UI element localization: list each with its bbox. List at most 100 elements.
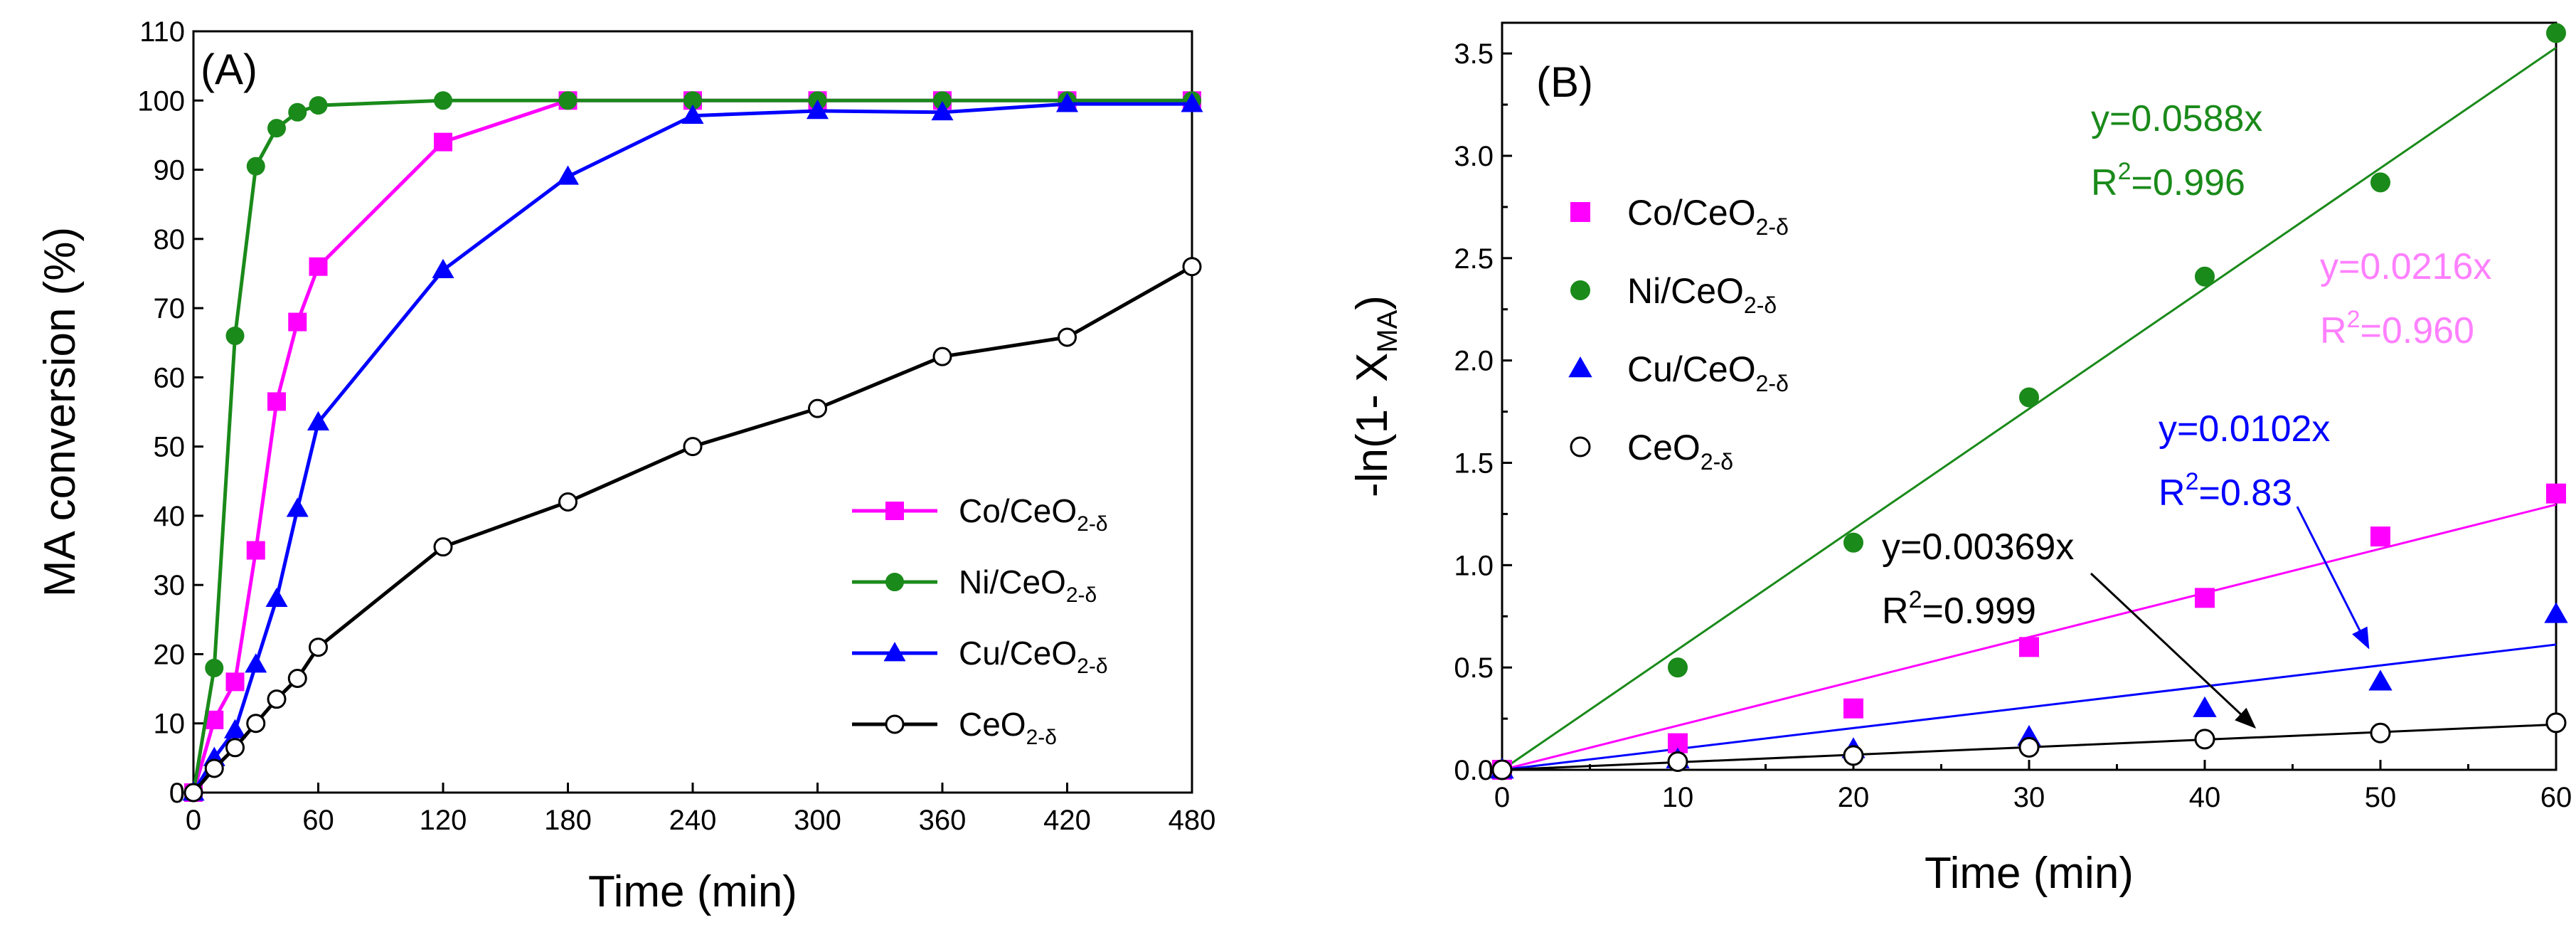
data-point xyxy=(2370,526,2390,547)
x-tick-label: 240 xyxy=(669,805,717,836)
data-point xyxy=(558,91,578,110)
data-point xyxy=(288,312,307,332)
legend-entry: CeO2-δ xyxy=(1627,428,1733,475)
fit-r-squared-value: =0.960 xyxy=(2360,310,2474,351)
fit-r-squared-exponent: 2 xyxy=(1909,586,1922,613)
data-point xyxy=(1668,657,1688,678)
data-point xyxy=(433,537,453,557)
data-point xyxy=(265,587,288,607)
data-point xyxy=(1181,92,1203,112)
y-tick-label: 0.0 xyxy=(1454,755,1494,786)
x-axis-label: Time (min) xyxy=(1925,849,2134,898)
data-point xyxy=(2546,23,2566,43)
x-tick-label: 120 xyxy=(420,805,467,836)
series-line xyxy=(192,265,1193,794)
x-tick-label: 60 xyxy=(302,805,334,836)
legend-entry: Ni/CeO2-δ xyxy=(959,563,1097,607)
legend-marker xyxy=(883,642,906,662)
data-point xyxy=(2546,483,2566,504)
chart-panel-a: 0 60 120 180 240 300 360 420 480 0 10 20 30 40 50 60 70 8… xyxy=(36,16,1215,916)
fit-r-squared: R2=0.996 xyxy=(2091,158,2245,203)
data-point xyxy=(806,100,829,120)
data-point xyxy=(1843,698,1863,719)
y-axis-label-suffix: ) xyxy=(1348,295,1397,310)
legend-marker xyxy=(885,573,904,591)
x-axis-label: Time (min) xyxy=(588,867,797,916)
legend-entry-subscript: 2-δ xyxy=(1077,655,1107,678)
legend-marker xyxy=(1570,436,1591,457)
data-point xyxy=(225,738,245,758)
data-point xyxy=(432,258,454,278)
legend-entry: Co/CeO2-δ xyxy=(1627,193,1789,240)
x-tick-label: 0 xyxy=(1494,782,1510,813)
y-axis-label: MA conversion (%) xyxy=(36,227,85,597)
x-tick-label: 180 xyxy=(544,805,592,836)
data-point xyxy=(267,689,287,709)
series-line xyxy=(191,98,1192,793)
data-point xyxy=(286,497,309,517)
data-point xyxy=(307,411,330,430)
panel-label: (B) xyxy=(1536,58,1593,106)
data-point xyxy=(808,398,827,418)
data-point xyxy=(2545,712,2567,734)
legend-entry-name: Ni/CeO xyxy=(1627,271,1744,311)
legend-entry-subscript: 2-δ xyxy=(1701,449,1733,475)
y-tick-label: 90 xyxy=(154,155,186,186)
y-tick-label: 100 xyxy=(137,85,185,117)
legend-entry-subscript: 2-δ xyxy=(1026,726,1057,749)
y-axis-label-text: -ln(1- X xyxy=(1348,353,1397,497)
y-tick-label: 1.5 xyxy=(1454,448,1494,479)
data-point xyxy=(287,669,307,688)
legend-entry-subscript: 2-δ xyxy=(1066,583,1097,607)
legend-entry-name: Co/CeO xyxy=(959,492,1077,529)
data-point xyxy=(205,658,224,677)
fit-equation: y=0.0588x xyxy=(2091,98,2262,139)
series-line xyxy=(191,102,1192,794)
data-point xyxy=(932,346,952,366)
data-point xyxy=(1843,745,1864,766)
chart-panel-b: 0 10 20 30 40 50 60 0.0 0.5 1.0 1.5 2.0 2.5 3.0 3.5 (B)… xyxy=(1348,21,2572,898)
legend-entry-name: Cu/CeO xyxy=(1627,349,1756,389)
legend-entry-name: Cu/CeO xyxy=(959,635,1077,672)
annotation-arrow xyxy=(2090,572,2257,729)
legend-entry-subscript: 2-δ xyxy=(1756,371,1789,396)
data-point xyxy=(1182,257,1202,277)
fit-r-squared-value: =0.996 xyxy=(2131,162,2245,203)
legend-marker xyxy=(1570,280,1590,300)
data-point xyxy=(267,119,286,138)
y-tick-label: 60 xyxy=(154,362,186,393)
y-tick-label: 0 xyxy=(169,778,185,809)
fit-r-squared-exponent: 2 xyxy=(2118,158,2131,185)
y-axis-label-subscript: MA xyxy=(1372,309,1403,352)
y-tick-label: 3.0 xyxy=(1454,141,1494,172)
x-tick-label: 40 xyxy=(2189,782,2221,813)
fit-equation: y=0.0216x xyxy=(2320,246,2491,287)
fit-equation: y=0.00369x xyxy=(1882,526,2074,568)
fit-r-squared-exponent: 2 xyxy=(2347,306,2361,333)
y-tick-label: 0.5 xyxy=(1454,652,1494,684)
data-point xyxy=(309,96,328,115)
data-point xyxy=(309,257,328,276)
data-point xyxy=(204,758,224,778)
x-tick-label: 300 xyxy=(794,805,841,836)
data-point xyxy=(681,104,704,125)
fit-r-squared-symbol: R xyxy=(1882,591,1909,632)
y-tick-label: 1.0 xyxy=(1454,550,1494,581)
fit-equation: y=0.0102x xyxy=(2159,408,2330,450)
data-point xyxy=(558,492,578,512)
data-point xyxy=(1055,92,1079,112)
y-tick-label: 110 xyxy=(139,16,185,48)
data-point xyxy=(2370,722,2391,743)
fit-r-squared: R2=0.960 xyxy=(2320,306,2474,351)
legend-marker xyxy=(885,502,904,520)
panel-label: (A) xyxy=(201,46,257,93)
legend-marker xyxy=(1568,356,1592,378)
data-point xyxy=(2368,670,2393,691)
data-point xyxy=(225,327,245,345)
data-point xyxy=(2194,729,2215,750)
x-tick-label: 10 xyxy=(1662,782,1694,813)
y-tick-label: 30 xyxy=(154,570,186,601)
data-point xyxy=(1843,532,1863,553)
data-point xyxy=(2019,387,2039,408)
legend-entry: Co/CeO2-δ xyxy=(959,492,1108,536)
